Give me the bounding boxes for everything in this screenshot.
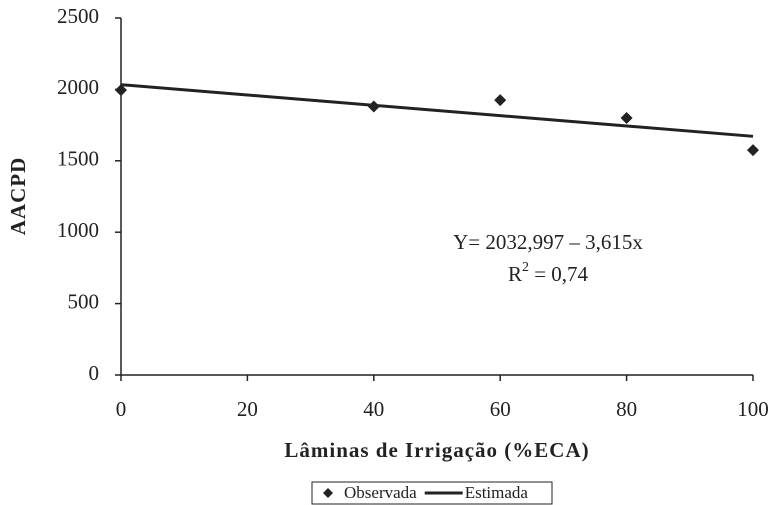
y-tick-label: 1500 bbox=[57, 147, 99, 171]
y-tick-label: 500 bbox=[68, 289, 100, 313]
y-tick-label: 2000 bbox=[57, 75, 99, 99]
x-tick-label: 100 bbox=[737, 397, 769, 421]
legend-label: Estimada bbox=[465, 483, 529, 502]
equation: Y= 2032,997 – 3,615x bbox=[453, 230, 643, 254]
legend-box bbox=[311, 481, 553, 505]
point bbox=[115, 84, 127, 97]
y-axis-label: AACPD bbox=[6, 157, 30, 236]
r-squared: R2 = 0,74 bbox=[508, 260, 589, 286]
point bbox=[747, 144, 759, 157]
r-squared-rest: = 0,74 bbox=[529, 262, 589, 286]
legend-marker bbox=[323, 488, 333, 498]
y-tick-label: 0 bbox=[89, 361, 100, 385]
point bbox=[620, 111, 633, 124]
x-tick-label: 0 bbox=[116, 397, 127, 421]
x-tick-label: 60 bbox=[490, 397, 511, 421]
x-axis-label: Lâminas de Irrigação (%ECA) bbox=[284, 438, 589, 462]
x-tick-label: 20 bbox=[237, 397, 258, 421]
y-tick-label: 1000 bbox=[57, 218, 99, 242]
x-tick-label: 40 bbox=[363, 397, 384, 421]
r-squared-base: R bbox=[508, 262, 522, 286]
point bbox=[494, 94, 507, 107]
legend-label: Observada bbox=[344, 483, 417, 502]
trend-line bbox=[120, 83, 754, 138]
r-squared-sup: 2 bbox=[522, 260, 529, 275]
y-tick-label: 2500 bbox=[57, 4, 99, 28]
x-tick-label: 80 bbox=[616, 397, 637, 421]
